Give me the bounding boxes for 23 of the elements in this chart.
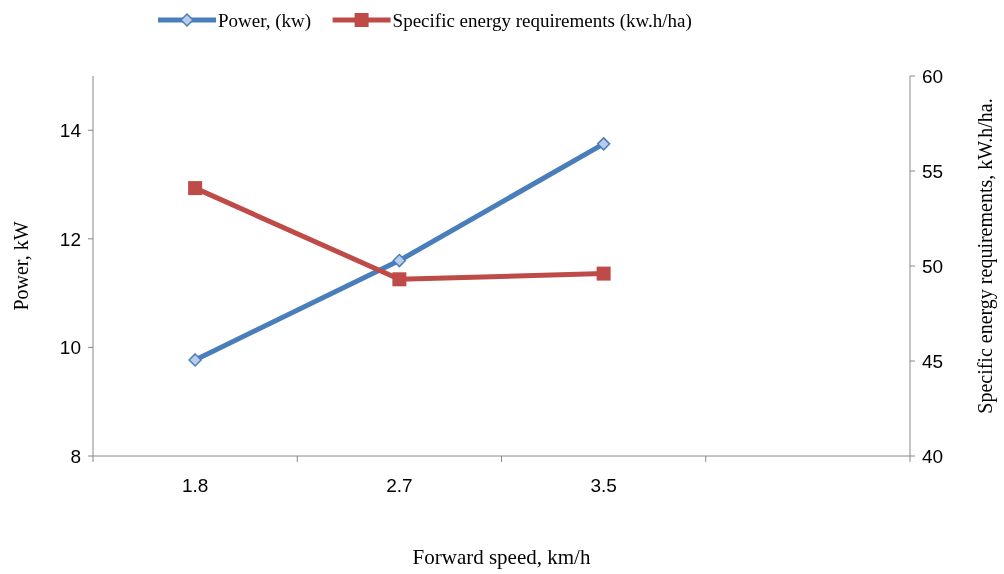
x-axis-title: Forward speed, km/h (412, 545, 591, 569)
y2-tick-label: 60 (922, 65, 944, 87)
legend-label: Specific energy requirements (kw.h/ha) (392, 9, 692, 32)
y-tick-label: 14 (59, 119, 82, 141)
point (596, 137, 611, 151)
point (392, 272, 407, 287)
legend-label: Power, (kw) (218, 9, 312, 32)
y2-tick-label: 45 (922, 350, 944, 372)
y-tick-label: 10 (59, 337, 81, 359)
point (188, 353, 202, 367)
y2-tick-label: 55 (922, 160, 944, 182)
y2-axis-title: Specific energy requirements, kW.h/ha. (974, 98, 997, 414)
point (188, 181, 203, 196)
y2-tick-label: 50 (922, 255, 944, 277)
x-tick-label: 3.5 (590, 475, 617, 496)
point (392, 253, 407, 268)
y-tick-label: 8 (70, 445, 81, 467)
x-tick-label: 2.7 (386, 475, 413, 496)
y-axis-title: Power, kW (10, 221, 32, 311)
x-tick-label: 1.8 (181, 475, 209, 496)
point (596, 266, 611, 281)
y-tick-label: 12 (59, 228, 81, 250)
y2-tick-label: 40 (922, 445, 944, 467)
